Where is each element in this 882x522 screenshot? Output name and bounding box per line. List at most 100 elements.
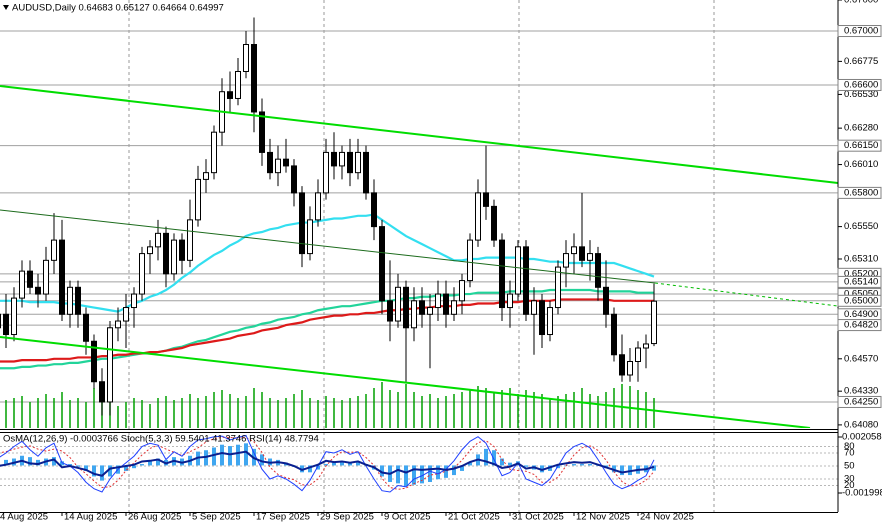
candle-body [291,165,297,194]
y-tick-label: 0.65550 [844,221,878,232]
osma-bar [236,444,240,466]
main-panel [0,17,657,428]
candle-body [579,246,585,261]
candle-body [115,320,121,329]
y-tick-label: 0.67000 [844,0,878,6]
candle-body [627,361,633,376]
candle-body [187,219,193,261]
x-tick-label: 31 Oct 2025 [512,512,564,522]
candle-body [51,239,57,261]
candle-body [643,343,649,349]
osma-bar [588,464,592,466]
indicator-label: OsMA(12,26,9) -0.0003766 Stoch(5,3,3) 59… [3,434,319,445]
osma-bar [28,457,32,466]
osma-bar [652,465,656,471]
osma-bar [52,457,56,466]
candle-body [379,226,385,302]
osma-bar [140,464,144,466]
y-tick-label: 0.64080 [844,419,878,430]
osma-bar [228,446,232,466]
osma-bar [404,465,408,487]
osma-bar [100,465,104,481]
osma-bar [148,461,152,466]
candle-body [211,131,217,174]
candle-body [371,192,377,228]
candle-body [123,307,129,322]
candle-body [339,151,345,167]
osma-bar [524,465,528,467]
osma-bar [124,465,128,471]
candle-body [651,300,657,345]
candle-body [27,270,33,288]
osma-bar [4,459,8,466]
y-tick-label: 0.66530 [844,89,878,100]
candle-body [587,253,593,261]
candle-body [523,246,529,315]
osc-tick-label: 30 [844,474,855,485]
y-tick-label: 0.66775 [844,56,878,67]
candle-body [163,232,169,275]
x-tick-label: 29 Sep 2025 [320,512,374,522]
candle-body [83,313,89,342]
candle-body [235,70,241,99]
x-tick-label: 14 Aug 2025 [64,512,117,522]
candle-body [635,347,641,363]
candle-body [499,239,505,309]
x-tick-label: 17 Sep 2025 [256,512,310,522]
osma-bar [220,444,224,466]
osma-bar [580,464,584,466]
osc-tick-label: 20 [844,480,855,491]
x-tick-label: 4 Aug 2025 [0,512,48,522]
candle-body [203,172,209,180]
candle-body [99,381,105,403]
candle-body [11,297,17,336]
level-box [837,319,882,332]
candle-body [363,151,369,194]
candle-body [67,286,73,315]
osma-bar [484,448,488,466]
osc-tick-label: 80 [844,441,855,452]
osma-bar [620,465,624,476]
x-tick-label: 5 Sep 2025 [192,512,241,522]
candle-body [603,286,609,315]
osma-bar [500,458,504,466]
candle-body [171,239,177,275]
candle-body [299,192,305,255]
level-label: 0.64250 [844,396,878,407]
level-box [837,186,882,199]
candle-body [435,293,441,309]
osma-bar [572,464,576,466]
candle-body [179,239,185,261]
level-label: 0.64820 [844,320,878,331]
osma-bar [68,464,72,466]
symbol-icon [3,5,9,10]
x-tick-label: 26 Aug 2025 [128,512,181,522]
level-box [837,275,882,288]
candle-body [595,253,601,288]
osma-bar [92,465,96,477]
level-label: 0.66600 [844,79,878,90]
candle-body [571,246,577,255]
osma-bar [460,465,464,471]
candle-body [507,293,513,309]
candle-body [19,270,25,299]
osma-tick-label: 0.0020583 [842,432,882,443]
candle-body [483,192,489,207]
candle-body [475,192,481,241]
osma-bar [132,465,136,469]
osma-bar [380,465,384,477]
osma-bar [444,465,448,478]
candle-body [331,151,337,167]
candle-body [35,286,41,295]
level-box [837,78,882,91]
candle-body [355,151,361,174]
candle-body [227,91,233,99]
candle-body [451,300,457,315]
candle-body [619,354,625,376]
candle-body [411,300,417,329]
candle-body [315,192,321,221]
candle-body [323,151,329,194]
